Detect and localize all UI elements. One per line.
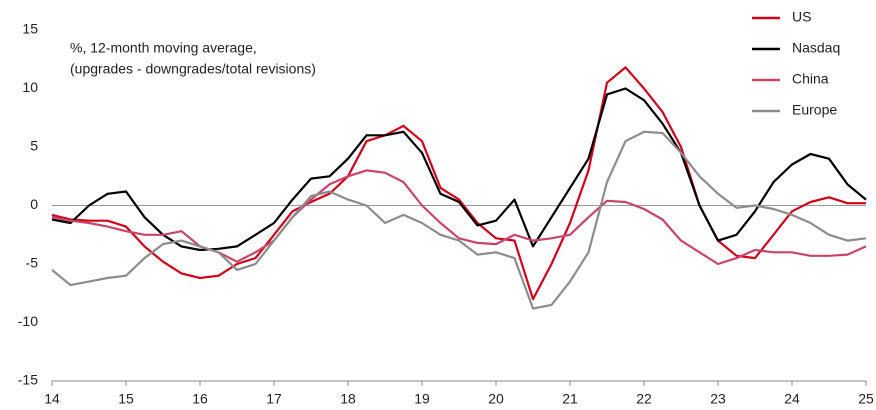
x-tick-label: 15	[118, 391, 134, 407]
annotation: %, 12-month moving average,	[70, 40, 257, 56]
x-tick-label: 23	[710, 391, 726, 407]
x-tick-label: 18	[340, 391, 356, 407]
x-tick-label: 16	[192, 391, 208, 407]
series-line	[51, 66, 866, 301]
x-tick-label: 19	[414, 391, 430, 407]
legend-label: Nasdaq	[792, 40, 840, 56]
y-tick-label: -5	[26, 255, 39, 271]
annotation: (upgrades - downgrades/total revisions)	[70, 61, 316, 77]
x-tick-label: 22	[636, 391, 652, 407]
x-tick-label: 21	[562, 391, 578, 407]
y-tick-label: -10	[18, 313, 38, 329]
series-line	[51, 87, 867, 252]
y-tick-label: -15	[18, 372, 38, 388]
legend-label: China	[792, 71, 829, 87]
x-tick-label: 24	[784, 391, 800, 407]
x-tick-label: 20	[488, 391, 504, 407]
y-tick-label: 5	[30, 138, 38, 154]
y-tick-label: 0	[30, 196, 38, 212]
x-tick-label: 25	[858, 391, 874, 407]
series-line	[51, 169, 867, 266]
legend-label: US	[792, 9, 811, 25]
x-tick-label: 14	[44, 391, 60, 407]
series-line	[51, 130, 867, 310]
x-tick-label: 17	[266, 391, 282, 407]
y-tick-label: 10	[22, 79, 38, 95]
y-tick-label: 15	[22, 21, 38, 37]
legend-label: Europe	[792, 102, 837, 118]
